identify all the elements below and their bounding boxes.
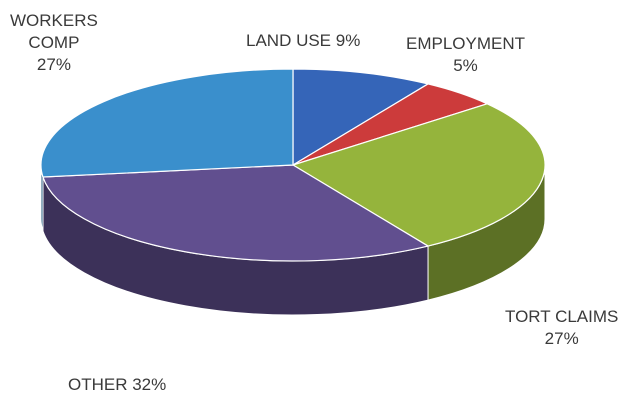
slice-workers-comp [40, 68, 294, 178]
slice-other [42, 164, 430, 262]
label-tort-claims: TORT CLAIMS 27% [505, 307, 619, 348]
label-workers-comp: WORKERS COMP 27% [10, 11, 98, 74]
label-other: OTHER 32% [68, 375, 167, 394]
slice-tort-claims [291, 103, 546, 247]
slice-land-use [292, 68, 430, 167]
label-land-use: LAND USE 9% [246, 31, 361, 50]
label-employment: EMPLOYMENT 5% [406, 34, 526, 75]
pie-tops [40, 68, 546, 262]
